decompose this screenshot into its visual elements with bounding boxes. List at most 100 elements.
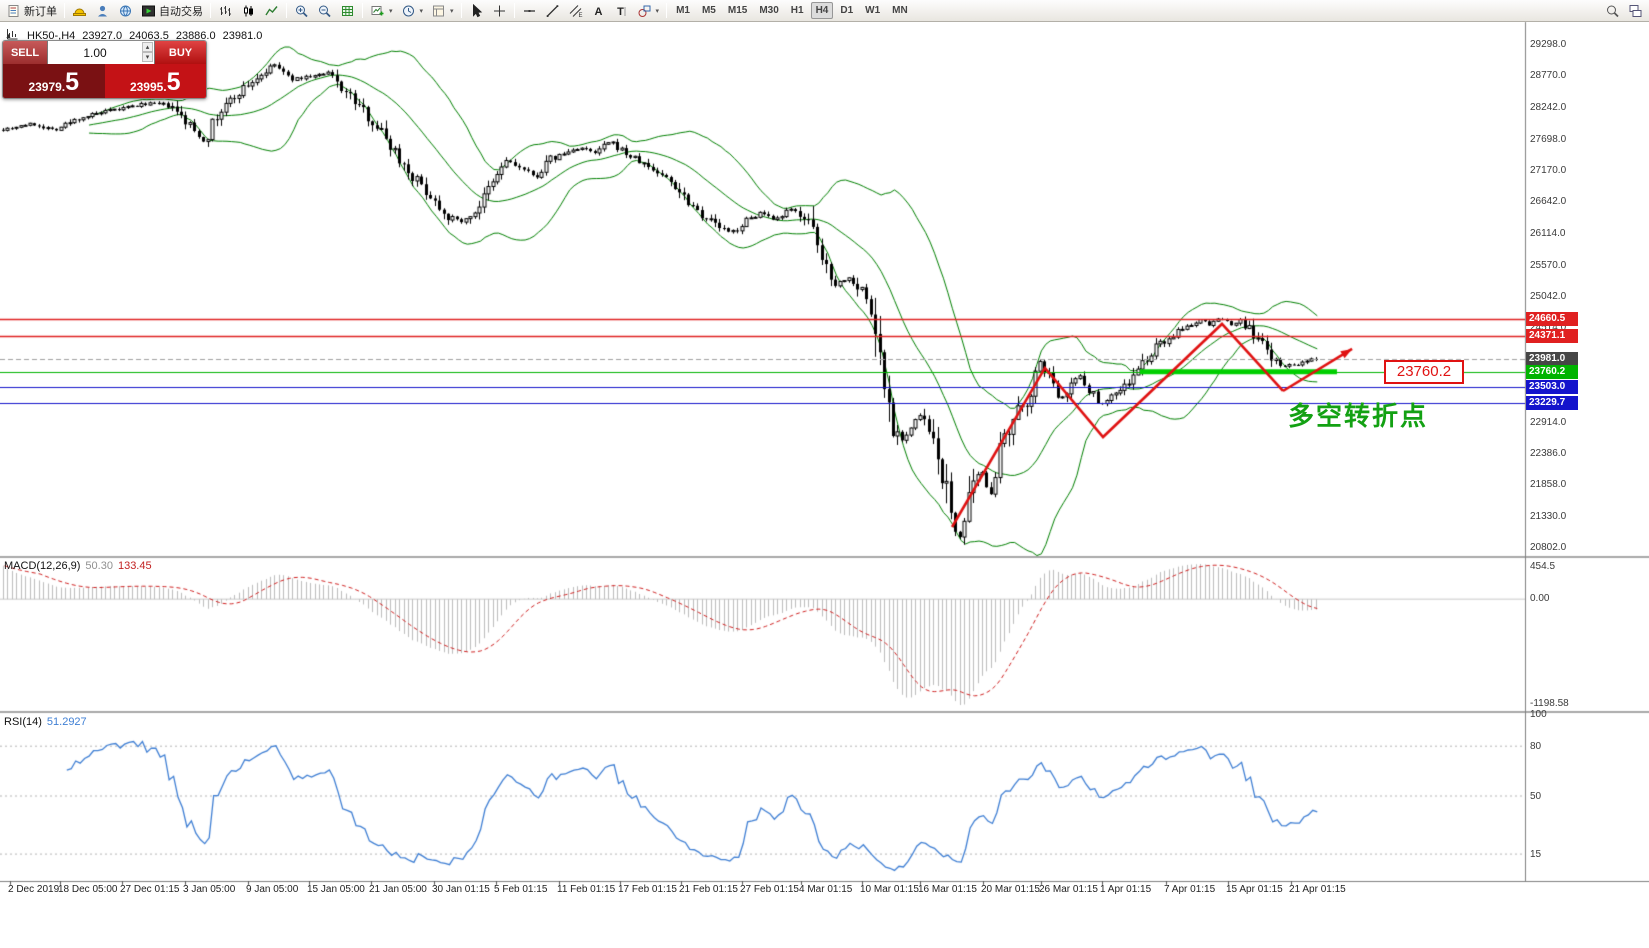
buy-price[interactable]: 23995. 5 <box>104 64 206 98</box>
chart-mini-icon <box>7 29 18 40</box>
time-axis-label: 5 Feb 01:15 <box>494 884 548 895</box>
volume-decrease-button[interactable]: ▾ <box>142 52 153 62</box>
price-axis-label: 27170.0 <box>1530 165 1567 176</box>
history-center-icon <box>120 5 131 16</box>
toolbar-separator <box>666 3 668 18</box>
rsi-label: RSI(14) 51.2927 <box>4 716 87 728</box>
price-axis-label: 26642.0 <box>1530 196 1567 207</box>
sell-price[interactable]: 23979. 5 <box>3 64 105 98</box>
zoom-in-button[interactable] <box>290 1 313 21</box>
timeframe-h4-button[interactable]: H4 <box>810 2 834 19</box>
sell-button[interactable]: SELL <box>3 41 48 64</box>
periods-button[interactable]: ▾ <box>397 1 428 21</box>
time-axis-label: 26 Mar 01:15 <box>1039 884 1098 895</box>
price-level-tag: 24660.5 <box>1526 312 1578 326</box>
price-axis-label: 21330.0 <box>1530 511 1567 522</box>
price-level-tag: 23760.2 <box>1526 365 1578 379</box>
crosshair-icon <box>493 5 505 16</box>
timeframe-h1-button[interactable]: H1 <box>790 5 804 16</box>
time-axis-label: 27 Feb 01:15 <box>740 884 799 895</box>
text-button[interactable]: A <box>587 1 610 21</box>
equidistant-channel-button[interactable]: E <box>564 1 587 21</box>
price-axis-label: 27698.0 <box>1530 134 1567 145</box>
new-order-button[interactable]: 新订单 <box>2 1 61 21</box>
time-axis-label: 21 Jan 05:00 <box>369 884 427 895</box>
profiles-icon <box>73 8 86 16</box>
time-axis-label: 1 Apr 01:15 <box>1100 884 1152 895</box>
toolbar-separator <box>513 3 515 18</box>
timeframe-d1-button[interactable]: D1 <box>840 5 854 16</box>
chevron-down-icon[interactable]: ▾ <box>419 7 424 15</box>
cursor-button[interactable] <box>465 1 488 21</box>
price-level-tag: 23503.0 <box>1526 380 1578 394</box>
text-label-button[interactable]: T <box>610 1 633 21</box>
hline-icon <box>523 9 535 12</box>
trendline-button[interactable] <box>541 1 564 21</box>
time-axis-label: 30 Jan 01:15 <box>432 884 490 895</box>
price-axis-label: 26114.0 <box>1530 228 1566 239</box>
zoom-out-button[interactable] <box>313 1 336 21</box>
horizontal-line-button[interactable] <box>518 1 541 21</box>
volume-increase-button[interactable]: ▴ <box>142 42 153 52</box>
new-chart-button[interactable]: ▾ <box>366 1 397 21</box>
chevron-down-icon[interactable]: ▾ <box>389 7 393 15</box>
macd-name: MACD(12,26,9) <box>4 560 81 572</box>
macd-axis-label: -1198.58 <box>1530 698 1569 709</box>
price-annotation-box[interactable]: 23760.2 <box>1384 360 1464 384</box>
volume-field[interactable]: 1.00 ▴ ▾ <box>48 41 154 64</box>
price-axis-label: 20802.0 <box>1530 542 1567 553</box>
arrange-windows-button[interactable] <box>336 1 359 21</box>
windows-button[interactable] <box>1624 1 1647 21</box>
history-center-button[interactable] <box>114 1 137 21</box>
templates-button[interactable]: ▾ <box>427 1 458 21</box>
shapes-icon <box>638 5 651 17</box>
price-axis-label: 21858.0 <box>1530 479 1567 490</box>
time-axis-label: 21 Feb 01:15 <box>679 884 738 895</box>
crosshair-button[interactable] <box>488 1 511 21</box>
candlestick-chart-button[interactable] <box>237 1 260 21</box>
autotrading-button[interactable]: 自动交易 <box>137 1 207 21</box>
price-level-tag: 23229.7 <box>1526 396 1578 410</box>
timeframe-m1-button[interactable]: M1 <box>676 5 690 16</box>
chart-ohlc-header: HK50-,H4 23927.0 24063.5 23886.0 23981.0 <box>5 27 262 44</box>
time-axis-label: 15 Apr 01:15 <box>1226 884 1283 895</box>
zoom-out-icon <box>319 5 331 17</box>
toolbar-separator <box>460 3 462 18</box>
timeframe-w1-button[interactable]: W1 <box>865 5 881 16</box>
time-axis-label: 15 Jan 05:00 <box>307 884 365 895</box>
price-axis-label: 29298.0 <box>1530 39 1567 50</box>
timeframe-m5-button[interactable]: M5 <box>701 5 716 16</box>
shapes-button[interactable]: ▾ <box>633 1 664 21</box>
price-small-digits: 23979. <box>28 80 66 94</box>
chart-mini-icon <box>5 27 20 44</box>
price-axis-label: 24514.0 <box>1530 322 1567 333</box>
collapse-arrow-icon[interactable]: ▲ <box>5 33 12 40</box>
profiles-button[interactable] <box>68 1 91 21</box>
svg-text:E: E <box>578 13 582 18</box>
pivot-note-text[interactable]: 多空转折点 <box>1288 402 1429 431</box>
windows-icon <box>1629 4 1642 17</box>
line-chart-button[interactable] <box>260 1 283 21</box>
toolbar-separator <box>362 3 363 18</box>
bar-chart-button[interactable] <box>214 1 237 21</box>
chevron-down-icon[interactable]: ▾ <box>655 7 660 15</box>
market-watch-button[interactable] <box>91 1 114 21</box>
timeframe-m15-button[interactable]: M15 <box>727 5 748 16</box>
buy-button[interactable]: BUY <box>154 41 206 64</box>
market-watch-icon <box>98 5 107 16</box>
chevron-down-icon[interactable]: ▾ <box>450 7 454 15</box>
cursor-icon <box>472 3 482 17</box>
macd-axis-label: 0.00 <box>1530 593 1550 604</box>
price-axis-label: 22914.0 <box>1530 417 1567 428</box>
period-icon <box>402 5 414 16</box>
time-axis-label: 18 Dec 05:00 <box>58 884 118 895</box>
timeframe-mn-button[interactable]: MN <box>892 5 908 16</box>
timeframe-m30-button[interactable]: M30 <box>759 5 779 16</box>
autotrading-label: 自动交易 <box>159 5 203 18</box>
toolbar-right-group <box>1601 1 1647 21</box>
close-value: 23981.0 <box>222 29 263 42</box>
time-axis-label: 9 Jan 05:00 <box>246 884 299 895</box>
search-button[interactable] <box>1601 1 1624 21</box>
new-order-label: 新订单 <box>24 5 57 18</box>
